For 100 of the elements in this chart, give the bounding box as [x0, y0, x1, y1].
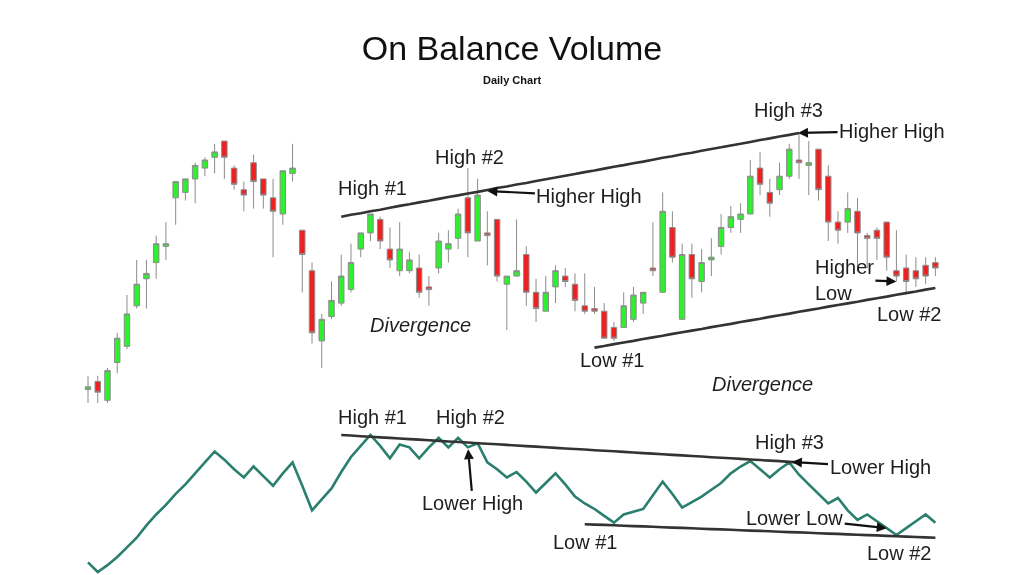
candlestick: [786, 143, 793, 180]
candlestick: [600, 302, 608, 339]
candlestick: [474, 178, 481, 242]
annotation: High #1: [338, 406, 407, 428]
candlestick: [84, 375, 92, 404]
candlestick: [581, 272, 588, 315]
candlestick: [357, 232, 364, 258]
candlestick: [698, 248, 705, 293]
annotation: Higher High: [839, 120, 945, 142]
candlestick: [708, 237, 715, 277]
annotation: Higher High: [536, 185, 642, 207]
candlestick: [367, 213, 374, 242]
candlestick: [454, 208, 462, 250]
candlestick: [230, 164, 238, 191]
candlestick: [766, 178, 774, 218]
annotation: High #2: [435, 146, 504, 168]
candlestick: [610, 321, 618, 342]
candlestick: [922, 256, 929, 285]
annotation: Divergence: [712, 373, 814, 395]
candlestick: [318, 313, 325, 369]
candlestick: [240, 181, 248, 212]
annotation: High #3: [754, 99, 823, 121]
candlestick: [756, 151, 764, 196]
candlestick: [678, 243, 686, 320]
candlestick: [221, 140, 228, 180]
candlestick: [211, 143, 218, 174]
candlestick: [279, 170, 287, 226]
candlestick: [815, 148, 822, 201]
candlestick: [883, 221, 890, 272]
annotation: High #3: [755, 431, 824, 453]
candlestick: [747, 159, 754, 215]
candlestick: [260, 178, 267, 210]
candlestick: [299, 229, 306, 293]
candlestick: [338, 254, 345, 307]
candlestick: [834, 210, 842, 245]
annotation: High #2: [436, 406, 505, 428]
candlestick: [328, 281, 335, 320]
annotation: Divergence: [370, 314, 472, 336]
candlestick: [484, 210, 491, 266]
candlestick: [639, 291, 647, 315]
candlestick: [571, 272, 579, 312]
annotation: Higher Low: [815, 256, 875, 304]
annotation: Lower Low: [746, 507, 844, 529]
candlestick: [649, 221, 657, 277]
candlestick: [172, 181, 179, 226]
candlestick: [445, 229, 452, 264]
candlestick: [143, 259, 150, 309]
candlestick: [269, 178, 277, 258]
candlestick: [737, 202, 744, 234]
candlestick: [308, 262, 316, 345]
candlestick: [191, 162, 199, 204]
candlestick: [376, 216, 384, 250]
candlestick: [776, 162, 783, 196]
annotation: Low #1: [580, 349, 645, 371]
candlestick: [113, 332, 121, 374]
candlestick: [152, 235, 160, 280]
candlestick: [532, 278, 540, 323]
candlestick: [162, 221, 170, 261]
candlestick: [503, 275, 511, 331]
candlestick: [552, 264, 559, 304]
candlestick: [717, 213, 725, 255]
candlestick: [347, 243, 355, 293]
annotation: Lower High: [422, 492, 524, 514]
chart-title: On Balance Volume: [361, 28, 663, 67]
candlestick: [902, 254, 910, 293]
candlestick: [523, 245, 530, 307]
candlestick: [94, 375, 101, 404]
candlestick: [669, 210, 676, 264]
candlestick: [562, 267, 569, 288]
candlestick: [415, 254, 423, 299]
candlestick: [688, 243, 696, 299]
chart-subtitle: Daily Chart: [483, 74, 542, 86]
candlestick: [493, 218, 501, 282]
candlestick: [201, 156, 209, 177]
candlestick: [591, 286, 598, 315]
candlestick: [932, 256, 939, 277]
annotation: Low #2: [867, 542, 932, 564]
candlestick: [182, 178, 189, 201]
candlestick: [844, 191, 851, 234]
candlestick: [825, 164, 832, 242]
candlestick: [133, 259, 140, 309]
candlestick: [289, 143, 296, 183]
candlestick: [425, 275, 433, 307]
annotation: Low #1: [553, 531, 618, 553]
candlestick: [123, 294, 131, 350]
candlestick: [396, 221, 403, 277]
candlestick: [464, 167, 472, 258]
candlestick: [542, 275, 550, 312]
candlestick: [912, 256, 920, 288]
annotation: Lower High: [830, 456, 932, 478]
candlestick: [250, 154, 257, 210]
candlestick: [893, 229, 900, 282]
candlestick: [795, 132, 803, 180]
candlestick: [727, 205, 735, 234]
candlestick: [513, 218, 520, 277]
candlestick: [406, 251, 413, 274]
candlestick: [435, 232, 442, 274]
candlestick: [620, 291, 627, 328]
candlestick: [386, 227, 394, 269]
annotation: Low #2: [877, 303, 942, 325]
